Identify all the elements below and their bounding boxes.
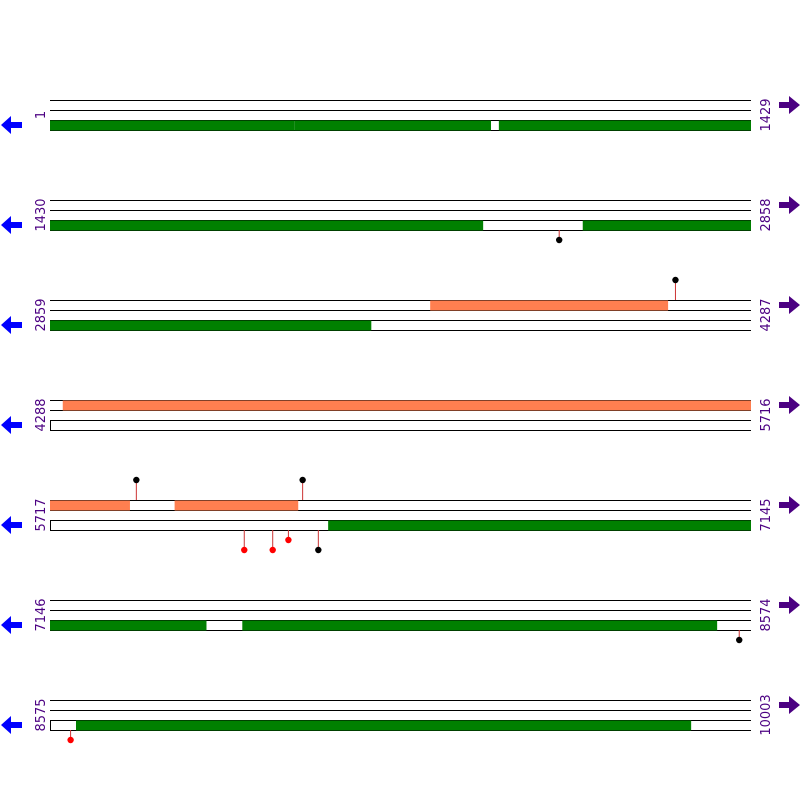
feature-bar[interactable] [50, 620, 207, 631]
right-arrow-icon[interactable] [779, 96, 800, 114]
right-arrow-icon[interactable] [779, 696, 800, 714]
feature-bar[interactable] [582, 220, 751, 231]
start-position-label: 4288 [34, 398, 49, 431]
start-position-label: 5717 [34, 498, 49, 531]
left-arrow-icon[interactable] [1, 316, 22, 334]
marker-dot[interactable] [555, 236, 563, 244]
start-position-label: 7146 [34, 598, 49, 631]
start-position-label: 2859 [34, 298, 49, 331]
right-arrow-icon[interactable] [779, 596, 800, 614]
end-position-label: 7145 [759, 498, 774, 531]
end-position-label: 10003 [759, 694, 774, 735]
left-arrow-icon[interactable] [1, 416, 22, 434]
marker-dot[interactable] [67, 736, 74, 744]
feature-bar[interactable] [242, 620, 718, 631]
end-position-label: 1429 [759, 98, 774, 131]
end-position-label: 4287 [759, 298, 774, 331]
end-position-label: 5716 [759, 398, 774, 431]
marker-dot[interactable] [315, 546, 322, 554]
right-arrow-icon[interactable] [779, 496, 800, 514]
feature-bar[interactable] [328, 520, 751, 531]
left-arrow-icon[interactable] [1, 116, 22, 134]
right-arrow-icon[interactable] [779, 296, 800, 314]
feature-bar[interactable] [174, 500, 299, 511]
left-arrow-icon[interactable] [1, 716, 22, 734]
left-arrow-icon[interactable] [1, 516, 22, 534]
marker-dot[interactable] [133, 476, 140, 484]
start-position-label: 1430 [34, 198, 49, 231]
marker-dot[interactable] [269, 546, 276, 554]
left-arrow-icon[interactable] [1, 616, 22, 634]
end-position-label: 8574 [759, 598, 774, 631]
feature-bar[interactable] [294, 120, 492, 131]
marker-dot[interactable] [672, 276, 679, 284]
end-position-label: 2858 [759, 198, 774, 231]
feature-bar[interactable] [430, 300, 669, 311]
start-position-label: 8575 [34, 698, 49, 731]
marker-dot[interactable] [285, 536, 292, 544]
feature-bar[interactable] [50, 320, 372, 331]
right-arrow-icon[interactable] [779, 196, 800, 214]
feature-bar[interactable] [498, 120, 751, 131]
start-position-label: 1 [34, 111, 49, 119]
marker-dot[interactable] [299, 476, 306, 484]
feature-bar[interactable] [50, 120, 295, 131]
feature-bar[interactable] [62, 400, 751, 411]
left-arrow-icon[interactable] [1, 216, 22, 234]
right-arrow-icon[interactable] [779, 396, 800, 414]
feature-bar[interactable] [50, 220, 484, 231]
marker-dot[interactable] [241, 546, 248, 554]
marker-dot[interactable] [736, 636, 743, 644]
feature-bar[interactable] [50, 500, 130, 511]
feature-bar[interactable] [75, 720, 692, 731]
